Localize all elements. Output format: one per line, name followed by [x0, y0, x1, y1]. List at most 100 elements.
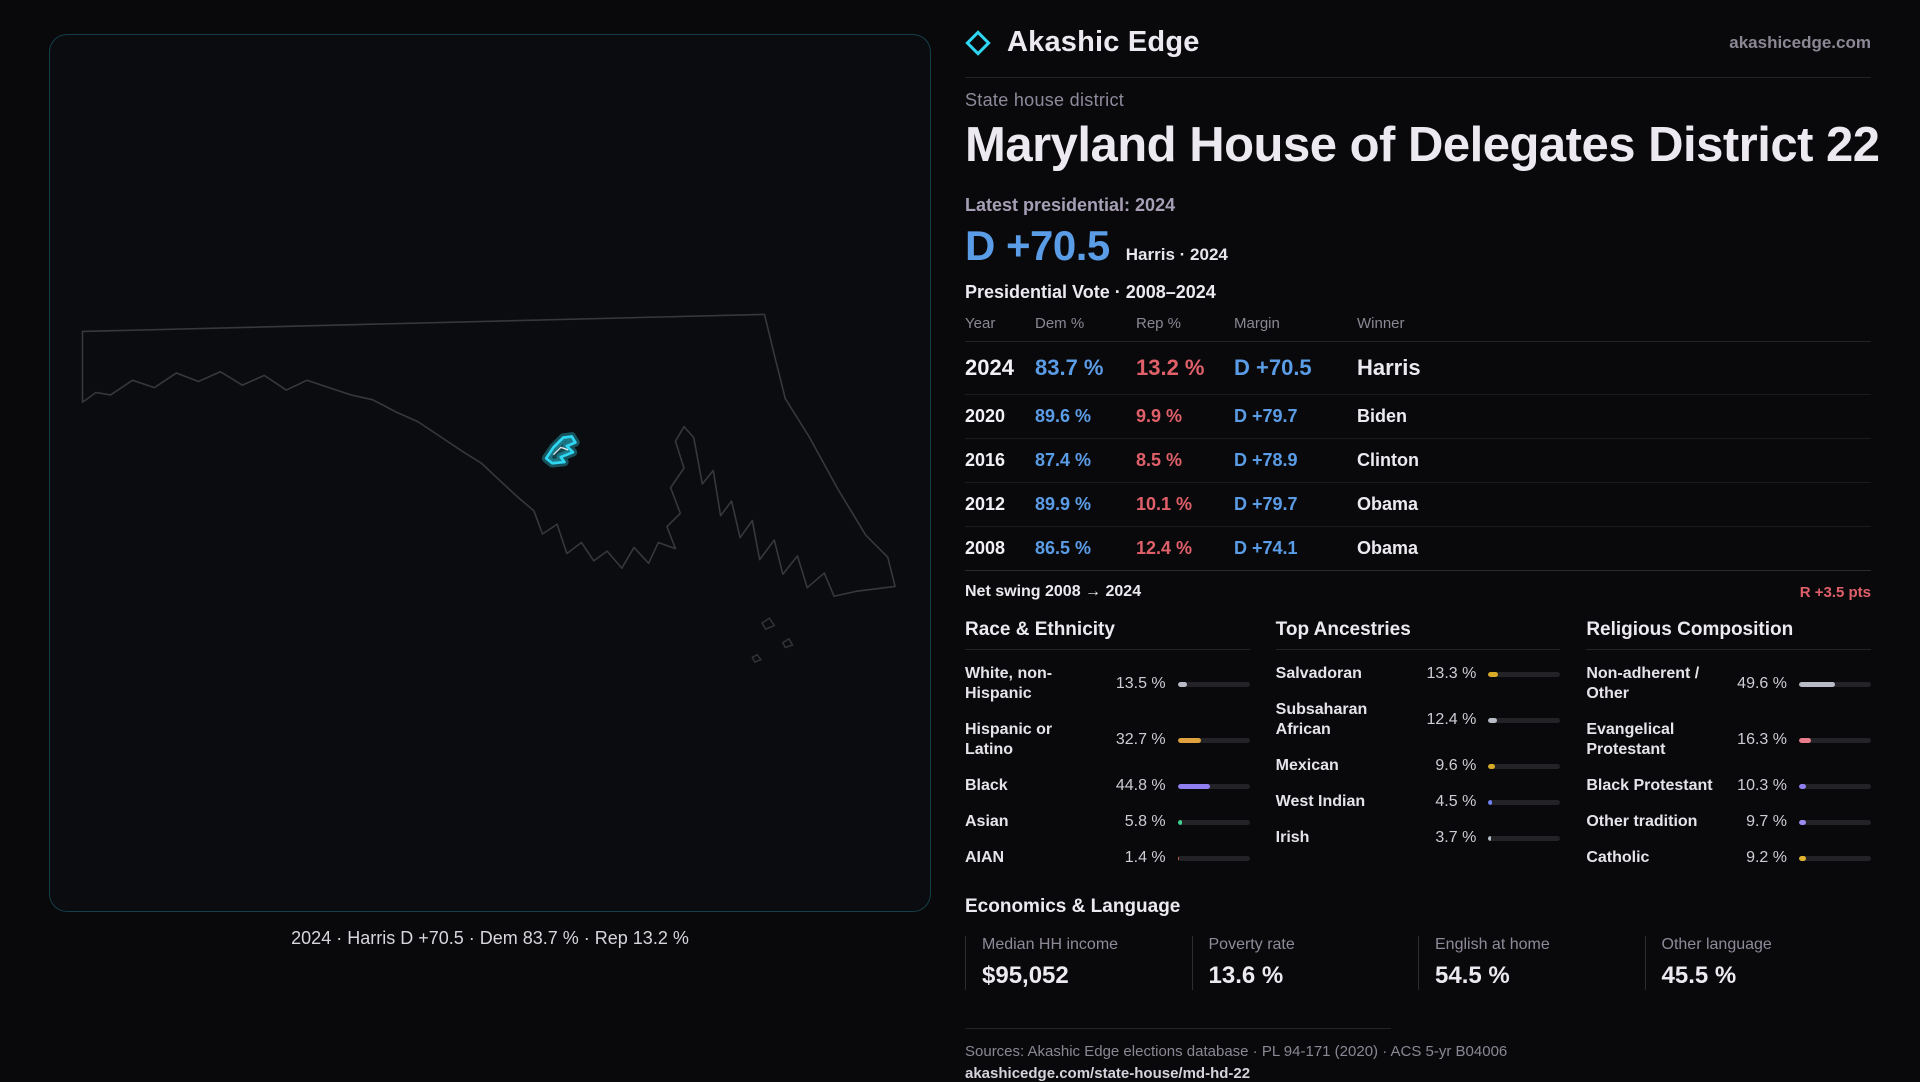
table-row: 2016 87.4 % 8.5 % D +78.9 Clinton — [965, 439, 1871, 483]
net-swing-value: R +3.5 pts — [1799, 583, 1871, 601]
demo-value: 1.4 % — [1124, 849, 1166, 866]
list-item: Asian 5.8 % — [965, 804, 1250, 840]
district-highlight[interactable] — [544, 435, 577, 465]
stat-label: Poverty rate — [1208, 936, 1295, 953]
rep-cell: 13.2 % — [1136, 355, 1205, 380]
demo-value: 5.8 % — [1124, 813, 1166, 830]
demo-bar-fill — [1488, 717, 1498, 723]
ancestry-rows: Salvadoran 13.3 % Subsaharan African 12.… — [1276, 656, 1561, 856]
district-map-panel[interactable] — [49, 34, 931, 912]
permalink-link[interactable]: akashicedge.com/state-house/md-hd-22 — [965, 1065, 1251, 1082]
top-ancestries-section: Top Ancestries Salvadoran 13.3 % Subsaha… — [1275, 619, 1561, 876]
list-item: Catholic 9.2 % — [1586, 840, 1871, 876]
list-item: White, non-Hispanic 13.5 % — [965, 656, 1250, 712]
top-ancestries-heading: Top Ancestries — [1275, 619, 1561, 650]
demo-value: 9.7 % — [1746, 813, 1787, 830]
stat-label: English at home — [1435, 936, 1550, 953]
demo-bar-fill — [1177, 855, 1179, 861]
demo-value: 3.7 % — [1435, 829, 1477, 846]
rep-cell: 8.5 % — [1136, 450, 1183, 470]
year-cell: 2020 — [965, 406, 1006, 426]
stat-english-at-home: English at home 54.5 % — [1418, 936, 1645, 990]
demo-bar-fill — [1177, 783, 1210, 789]
demo-label: Other tradition — [1586, 813, 1698, 830]
dem-cell: 89.9 % — [1035, 494, 1092, 514]
demo-bar-fill — [1488, 799, 1492, 805]
demo-value: 16.3 % — [1737, 731, 1787, 748]
winner-cell: Obama — [1357, 494, 1419, 514]
demo-bar-fill — [1488, 763, 1496, 769]
demo-value: 44.8 % — [1115, 777, 1166, 794]
margin-cell: D +78.9 — [1234, 450, 1298, 470]
col-header-year: Year — [965, 315, 996, 332]
dem-cell: 87.4 % — [1035, 450, 1092, 470]
demo-value: 49.6 % — [1737, 675, 1787, 692]
list-item: AIAN 1.4 % — [965, 840, 1250, 876]
demo-label: Asian — [965, 813, 1009, 830]
col-header-margin: Margin — [1234, 315, 1280, 332]
demo-bar-track — [1488, 799, 1561, 805]
list-item: Salvadoran 13.3 % — [1276, 656, 1561, 692]
demo-bar-track — [1177, 855, 1250, 861]
dem-cell: 89.6 % — [1035, 406, 1092, 426]
stat-value: 45.5 % — [1661, 962, 1737, 989]
sources-line: Sources: Akashic Edge elections database… — [965, 1043, 1508, 1060]
dem-cell: 86.5 % — [1035, 538, 1092, 558]
dem-cell: 83.7 % — [1035, 355, 1104, 380]
table-row: 2012 89.9 % 10.1 % D +79.7 Obama — [965, 483, 1871, 527]
demo-label: White, non-Hispanic — [965, 665, 1053, 702]
demo-value: 12.4 % — [1426, 711, 1477, 728]
demo-label: Hispanic or Latino — [965, 721, 1053, 758]
demo-bar-fill — [1177, 819, 1182, 825]
year-cell: 2024 — [965, 355, 1014, 380]
demo-label: Black — [965, 777, 1008, 794]
list-item: Hispanic or Latino 32.7 % — [965, 712, 1250, 768]
year-cell: 2008 — [965, 538, 1006, 558]
demo-label: Salvadoran — [1275, 665, 1362, 682]
demo-bar-track — [1798, 737, 1871, 743]
demo-bar-track — [1177, 737, 1250, 743]
demo-bar-fill — [1798, 819, 1806, 825]
demo-bar-fill — [1798, 737, 1811, 743]
demo-label: AIAN — [965, 849, 1005, 866]
stat-value: 13.6 % — [1208, 962, 1284, 989]
winner-cell: Obama — [1357, 538, 1419, 558]
demo-bar-track — [1798, 783, 1871, 789]
map-section: 2024 · Harris D +70.5 · Dem 83.7 % · Rep… — [0, 0, 931, 1080]
brand-diamond-icon — [965, 29, 991, 56]
district-inner-line — [552, 446, 569, 456]
religious-composition-heading: Religious Composition — [1586, 619, 1871, 650]
race-rows: White, non-Hispanic 13.5 % Hispanic or L… — [965, 656, 1250, 876]
demo-value: 9.6 % — [1435, 757, 1477, 774]
stat-value: $95,052 — [982, 962, 1069, 989]
footer-divider — [965, 1028, 1391, 1029]
demo-bar-track — [1798, 855, 1871, 861]
stat-value: 54.5 % — [1435, 962, 1510, 989]
rep-cell: 9.9 % — [1136, 406, 1183, 426]
stat-median-hh-income: Median HH income $95,052 — [965, 936, 1192, 990]
col-header-dem: Dem % — [1035, 315, 1085, 332]
brand-domain-link[interactable]: akashicedge.com — [1729, 32, 1871, 52]
demo-bar-track — [1488, 763, 1561, 769]
demo-label: Black Protestant — [1586, 777, 1713, 794]
stat-label: Median HH income — [982, 936, 1119, 953]
year-cell: 2012 — [965, 494, 1006, 514]
religion-rows: Non-adherent / Other 49.6 % Evangelical … — [1586, 656, 1871, 876]
economics-heading: Economics & Language — [965, 896, 1181, 917]
economics-grid: Median HH income $95,052 Poverty rate 13… — [965, 936, 1871, 990]
page-title: Maryland House of Delegates District 22 — [965, 118, 1880, 172]
winner-cell: Clinton — [1357, 450, 1419, 470]
headline-margin-value: D +70.5 — [965, 222, 1110, 269]
stat-poverty-rate: Poverty rate 13.6 % — [1191, 936, 1419, 990]
winner-cell: Harris — [1357, 355, 1421, 380]
list-item: West Indian 4.5 % — [1276, 784, 1561, 820]
vote-table-title: Presidential Vote · 2008–2024 — [965, 282, 1216, 302]
demo-value: 4.5 % — [1435, 793, 1477, 810]
demo-bar-track — [1177, 783, 1250, 789]
list-item: Other tradition 9.7 % — [1586, 804, 1871, 840]
latest-presidential-label: Latest presidential: 2024 — [965, 195, 1176, 215]
demo-label: Mexican — [1275, 757, 1339, 774]
map-caption: 2024 · Harris D +70.5 · Dem 83.7 % · Rep… — [291, 928, 689, 948]
demo-bar-track — [1488, 717, 1561, 723]
